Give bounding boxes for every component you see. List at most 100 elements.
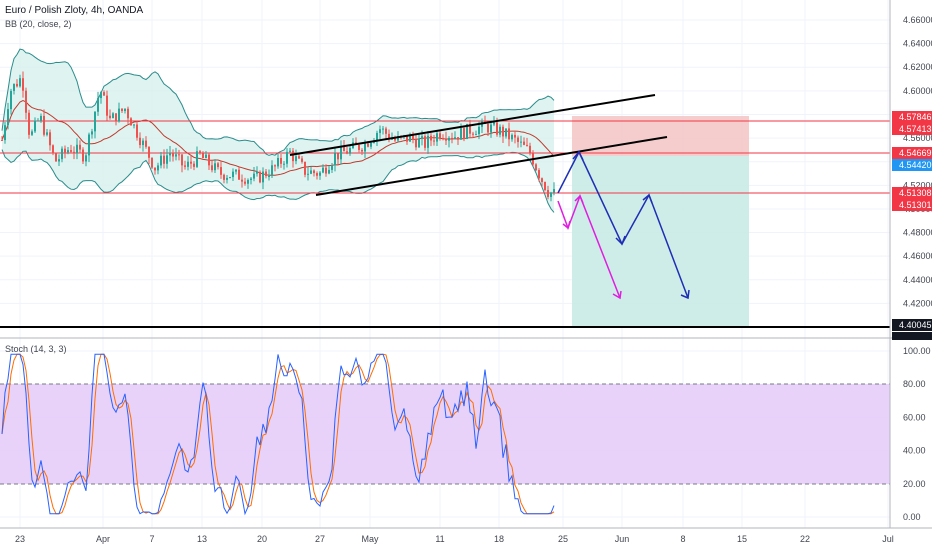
time-tick-label: 7 xyxy=(149,534,154,544)
candle-body xyxy=(139,137,141,146)
candle-body xyxy=(325,167,327,174)
candle-body xyxy=(184,165,186,167)
candle-body xyxy=(343,146,345,152)
candle-body xyxy=(361,149,363,152)
time-tick-label: 27 xyxy=(315,534,325,544)
candle-body xyxy=(106,95,108,116)
candle-body xyxy=(148,146,150,158)
price-tag[interactable]: 4.54669 xyxy=(892,147,932,159)
price-tag[interactable]: 4.57413 xyxy=(892,123,932,135)
price-tag[interactable]: 4.57846 xyxy=(892,111,932,123)
candle-body xyxy=(268,175,270,177)
candle-body xyxy=(229,177,231,179)
candle-body xyxy=(505,128,507,137)
candle-body xyxy=(364,143,366,152)
candle-body xyxy=(289,150,291,152)
candle-body xyxy=(415,139,417,148)
time-tick-label: 25 xyxy=(558,534,568,544)
candle-body xyxy=(301,158,303,162)
candle-body xyxy=(10,90,12,110)
candle-body xyxy=(382,128,384,130)
candle-body xyxy=(406,135,408,142)
price-tick-label: 4.66000 xyxy=(903,15,932,25)
candle-body xyxy=(49,132,51,146)
candle-body xyxy=(523,141,525,145)
time-axis-ticks[interactable]: 23 Apr 7 13 20 27 May 11 18 25 Jun 8 15 22 Jul xyxy=(15,534,894,544)
candle-body xyxy=(43,115,45,135)
candle-body xyxy=(433,140,435,142)
bb-legend[interactable]: BB (20, close, 2) xyxy=(5,19,72,29)
candle-body xyxy=(304,161,306,175)
candle-body xyxy=(223,174,225,180)
channel-lower-trendline[interactable] xyxy=(315,136,668,196)
candle-body xyxy=(109,115,111,119)
price-tick-label: 4.62000 xyxy=(903,62,932,72)
candle-body xyxy=(133,124,135,126)
candle-body xyxy=(265,171,267,177)
candle-body xyxy=(379,129,381,133)
candle-body xyxy=(13,83,15,91)
candle-body xyxy=(274,165,276,167)
candle-body xyxy=(217,163,219,168)
price-tag[interactable]: 4.40045 xyxy=(892,319,932,331)
price-tag[interactable]: 4.54420 xyxy=(892,159,932,171)
candle-body xyxy=(472,133,474,135)
stoch-axis-ticks[interactable]: 0.00 20.00 40.00 60.00 80.00 100.00 xyxy=(903,346,931,522)
candle-body xyxy=(409,134,411,142)
candle-body xyxy=(88,134,90,156)
candle-body xyxy=(37,120,39,122)
price-tag[interactable]: 4.51308 xyxy=(892,187,932,199)
candle-body xyxy=(112,113,114,119)
candle-body xyxy=(307,173,309,175)
price-tick-label: 4.64000 xyxy=(903,39,932,49)
candle-body xyxy=(34,120,36,132)
candle-body xyxy=(121,108,123,112)
chart-title: Euro / Polish Zloty, 4h, OANDA xyxy=(5,5,144,16)
candle-body xyxy=(244,181,246,184)
candle-body xyxy=(82,149,84,162)
candle-body xyxy=(280,157,282,164)
take-profit-zone[interactable] xyxy=(572,156,749,326)
candle-body xyxy=(145,140,147,147)
stop-loss-zone[interactable] xyxy=(572,116,749,156)
candle-body xyxy=(253,173,255,179)
candle-body xyxy=(214,163,216,171)
candle-body xyxy=(346,151,348,154)
stoch-tick-label: 60.00 xyxy=(903,412,926,422)
price-tag[interactable]: 4.51301 xyxy=(892,199,932,211)
stoch-k-line xyxy=(1,353,555,516)
candle-body xyxy=(1,139,3,141)
candle-body xyxy=(487,123,489,133)
stoch-legend[interactable]: Stoch (14, 3, 3) xyxy=(5,344,67,354)
candle-body xyxy=(349,148,351,154)
candle-body xyxy=(40,115,42,121)
candle-body xyxy=(232,171,234,178)
time-tick-label: 13 xyxy=(197,534,207,544)
candle-body xyxy=(220,167,222,175)
magenta-projection-path[interactable] xyxy=(557,193,622,300)
price-tick-label: 4.52000 xyxy=(903,180,932,190)
candle-body xyxy=(127,108,129,119)
candle-body xyxy=(322,167,324,173)
time-tick-label: Apr xyxy=(96,534,110,544)
candle-body xyxy=(4,125,6,141)
candle-body xyxy=(457,137,459,140)
candle-body xyxy=(499,126,501,135)
price-axis-tags[interactable]: 4.57846 4.57413 4.54669 4.54420 4.51308 4.513… xyxy=(892,111,932,340)
time-tick-label: 11 xyxy=(435,534,444,544)
candle-body xyxy=(28,112,30,135)
candle-body xyxy=(553,189,555,193)
channel-upper-trendline[interactable] xyxy=(289,94,656,156)
stoch-tick-label: 80.00 xyxy=(903,379,926,389)
candle-body xyxy=(85,155,87,162)
candle-body xyxy=(19,78,21,87)
candle-body xyxy=(490,124,492,133)
time-tick-label: Jun xyxy=(615,534,630,544)
blue-projection-path[interactable] xyxy=(557,150,690,300)
candle-body xyxy=(100,92,102,99)
time-tick-label: 23 xyxy=(15,534,25,544)
candle-body xyxy=(445,138,447,141)
svg-text:4.40045: 4.40045 xyxy=(899,320,932,330)
candle-body xyxy=(31,131,33,135)
